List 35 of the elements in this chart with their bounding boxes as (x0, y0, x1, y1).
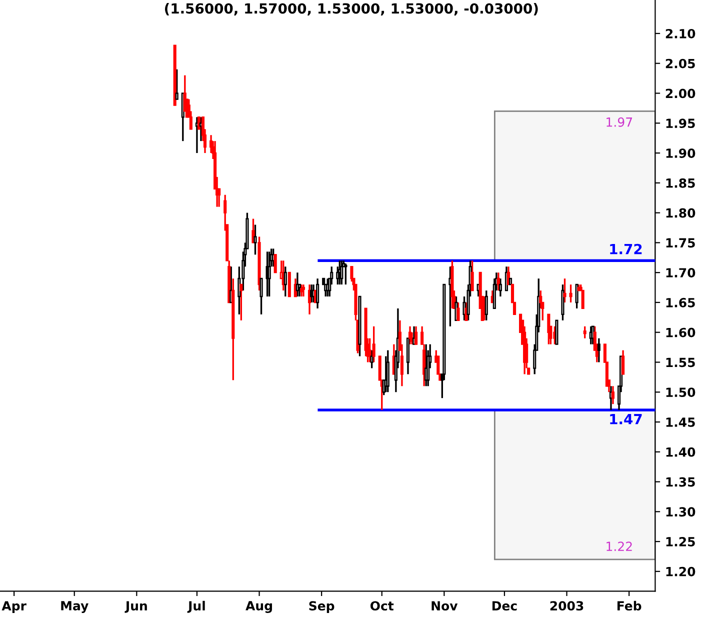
x-tick-label: Aug (246, 601, 272, 613)
y-tick-label: 1.70 (666, 268, 696, 278)
y-tick-label: 1.60 (666, 328, 696, 338)
x-tick-label: Jul (187, 600, 205, 613)
chart-title: (1.56000, 1.57000, 1.53000, 1.53000, -0.03000) (164, 2, 538, 16)
band-label: 1.97 (606, 117, 632, 127)
y-tick-label: 1.75 (666, 238, 695, 248)
y-tick-label: 1.90 (666, 148, 696, 158)
y-tick-label: 1.65 (666, 298, 695, 308)
x-tick-label: May (61, 601, 88, 613)
y-tick-label: 1.25 (666, 537, 695, 546)
y-tick-label: 1.85 (666, 178, 695, 188)
ref-line-label: 1.72 (610, 244, 642, 254)
x-tick-label: Oct (370, 601, 394, 611)
ref-line-label: 1.47 (610, 414, 642, 424)
x-tick-label: Dec (492, 601, 517, 611)
y-tick-label: 1.55 (666, 358, 695, 368)
y-tick-label: 1.80 (666, 208, 696, 218)
y-tick-label: 1.45 (666, 418, 695, 427)
band-label: 1.22 (606, 542, 632, 551)
y-tick-label: 2.00 (666, 88, 696, 98)
y-tick-label: 1.95 (666, 118, 695, 128)
x-tick-label: Sep (309, 601, 334, 613)
y-tick-label: 1.50 (666, 388, 696, 398)
y-tick-label: 1.20 (666, 566, 696, 576)
y-tick-label: 1.30 (666, 507, 696, 517)
x-tick-label: Jun (124, 601, 147, 613)
x-tick-label: Feb (617, 600, 642, 611)
y-tick-label: 2.05 (666, 58, 695, 68)
x-tick-label: Apr (2, 601, 26, 613)
x-tick-label: 2003 (550, 601, 584, 611)
y-tick-label: 2.10 (666, 28, 696, 38)
y-tick-label: 1.40 (666, 447, 696, 457)
x-tick-label: Nov (432, 601, 458, 611)
y-tick-label: 1.35 (666, 477, 695, 487)
